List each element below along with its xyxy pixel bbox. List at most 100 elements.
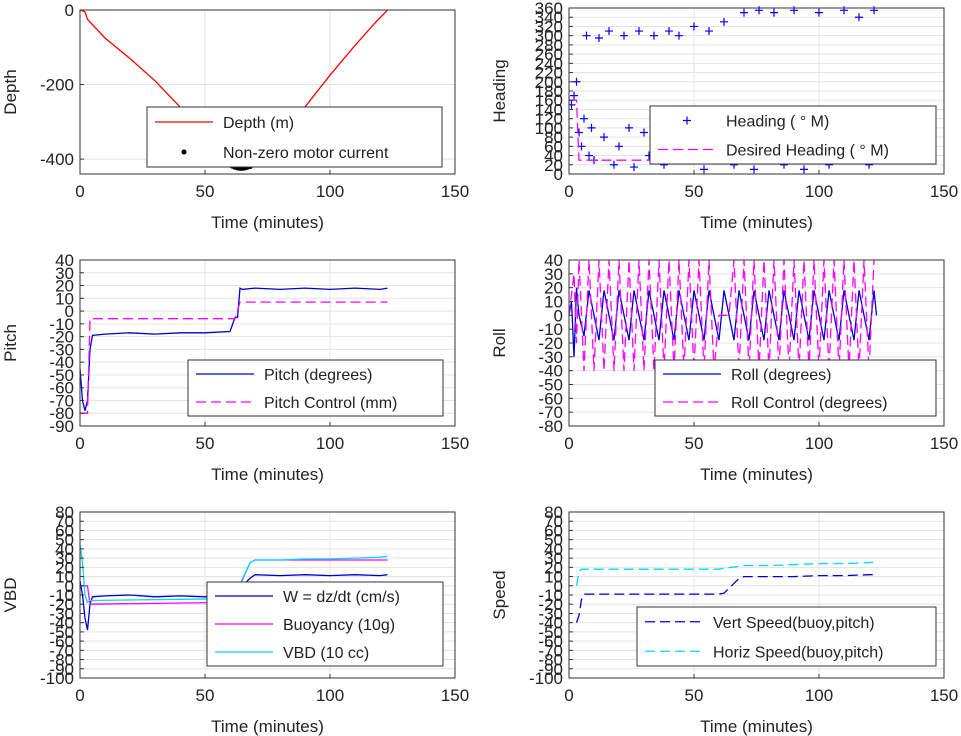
- y-tick-label: 20: [544, 279, 563, 298]
- y-axis-label: Heading: [490, 59, 509, 122]
- x-axis-label: Time (minutes): [211, 717, 324, 736]
- series-2-1-point: [770, 8, 778, 17]
- y-tick-label: -60: [538, 389, 563, 408]
- y-tick-label: 200: [535, 73, 563, 92]
- y-tick-label: 140: [535, 100, 563, 119]
- x-tick-label: 150: [441, 182, 469, 201]
- y-tick-label: 20: [55, 558, 74, 577]
- y-tick-label: -60: [49, 632, 74, 651]
- x-tick-label: 0: [75, 182, 84, 201]
- y-tick-label: -30: [538, 348, 563, 367]
- series-2-1-point: [640, 128, 648, 137]
- y-tick-label: -50: [538, 376, 563, 395]
- series-2-1-point: [600, 133, 608, 142]
- chart-panel-1: 0 50 100 150 -400 -200 0 Time (minutes) Depth Dep…: [1, 1, 469, 232]
- y-tick-label: 220: [535, 64, 563, 83]
- y-tick-label: 50: [55, 531, 74, 550]
- series-2-1-point: [720, 17, 728, 26]
- y-tick-label: -100: [529, 669, 563, 688]
- y-tick-label: 10: [544, 293, 563, 312]
- series-3-2-line: [80, 301, 388, 414]
- y-tick-label: -80: [49, 651, 74, 670]
- series-2-1-point: [650, 31, 658, 40]
- legend-marker: [181, 149, 187, 155]
- series-2-1-point: [585, 151, 593, 160]
- y-tick-label: -10: [49, 315, 74, 334]
- legend-label: Buoyancy (10g): [283, 617, 395, 634]
- y-tick-label: -50: [538, 623, 563, 642]
- y-tick-label: -60: [49, 379, 74, 398]
- y-tick-label: 300: [535, 27, 563, 46]
- series-2-1-point: [630, 163, 638, 172]
- legend-label: Heading ( ° M): [726, 114, 829, 131]
- y-tick-label: -90: [49, 660, 74, 679]
- y-tick-label: 80: [544, 503, 563, 522]
- series-2-1-point: [700, 165, 708, 174]
- series-2-1-point: [620, 31, 628, 40]
- y-tick-label: 20: [544, 156, 563, 175]
- x-axis-label: Time (minutes): [700, 717, 813, 736]
- y-tick-label: 40: [544, 147, 563, 166]
- y-tick-label: -200: [40, 76, 74, 95]
- series-2-1-point: [569, 100, 576, 109]
- legend-box: [654, 359, 937, 417]
- legend-label: Non-zero motor current: [223, 145, 389, 162]
- y-tick-label: -40: [49, 614, 74, 633]
- legend-box: [187, 359, 444, 417]
- y-tick-label: -80: [538, 417, 563, 436]
- y-tick-label: 10: [55, 568, 74, 587]
- y-tick-label: 40: [55, 251, 74, 270]
- x-tick-label: 50: [685, 182, 704, 201]
- series-2-1-point: [635, 27, 643, 36]
- chart-panel-6: 0 50 100 150-100-90-80-70-60-50-40-30-20-10…: [490, 503, 958, 736]
- legend-label: Roll Control (degrees): [731, 395, 888, 412]
- y-tick-label: 60: [544, 137, 563, 156]
- y-tick-label: 30: [544, 549, 563, 568]
- legend: Roll (degrees) Roll Control (degrees): [654, 359, 937, 417]
- y-tick-label: -50: [49, 623, 74, 642]
- legend: W = dz/dt (cm/s) Buoyancy (10g) VBD (10 cc…: [206, 581, 444, 667]
- series-2-1-point: [615, 142, 623, 151]
- x-tick-label: 100: [805, 434, 833, 453]
- y-tick-label: 30: [544, 265, 563, 284]
- y-axis-label: Speed: [490, 570, 509, 619]
- y-tick-label: 260: [535, 45, 563, 64]
- legend: Heading ( ° M) Desired Heading ( ° M): [649, 105, 937, 165]
- y-tick-label: 120: [535, 110, 563, 129]
- y-axis-label: Pitch: [1, 324, 20, 362]
- x-tick-label: 0: [75, 434, 84, 453]
- series-5-3-line: [80, 544, 388, 604]
- legend-label: Horiz Speed(buoy,pitch): [713, 644, 883, 661]
- y-tick-label: 60: [55, 521, 74, 540]
- series-2-1-point: [815, 8, 823, 17]
- series-2-1-point: [675, 31, 683, 40]
- y-tick-label: 50: [544, 531, 563, 550]
- x-axis-label: Time (minutes): [700, 465, 813, 484]
- legend-label: Pitch Control (mm): [264, 395, 397, 412]
- y-tick-label: -60: [538, 632, 563, 651]
- series-2-1-point: [610, 160, 618, 169]
- legend: Pitch (degrees) Pitch Control (mm): [187, 359, 444, 417]
- y-tick-label: 360: [535, 0, 563, 18]
- series-2-1-point: [570, 91, 578, 100]
- y-tick-label: 0: [554, 165, 563, 184]
- y-tick-label: 100: [535, 119, 563, 138]
- x-tick-label: 100: [805, 182, 833, 201]
- y-tick-label: -20: [49, 595, 74, 614]
- series-2-1-point: [750, 165, 758, 174]
- x-axis-label: Time (minutes): [211, 213, 324, 232]
- y-tick-label: 10: [55, 289, 74, 308]
- y-tick-label: 160: [535, 91, 563, 110]
- series-2-1-point: [582, 31, 591, 40]
- y-tick-label: 0: [65, 1, 74, 20]
- y-axis-label: Depth: [1, 69, 20, 114]
- y-tick-label: 320: [535, 17, 563, 36]
- y-tick-label: 30: [55, 264, 74, 283]
- series-2-1-point: [705, 27, 713, 36]
- x-tick-label: 100: [316, 182, 344, 201]
- y-tick-label: 20: [544, 558, 563, 577]
- x-axis-label: Time (minutes): [211, 465, 324, 484]
- y-tick-label: -30: [49, 340, 74, 359]
- legend-label: Roll (degrees): [731, 367, 831, 384]
